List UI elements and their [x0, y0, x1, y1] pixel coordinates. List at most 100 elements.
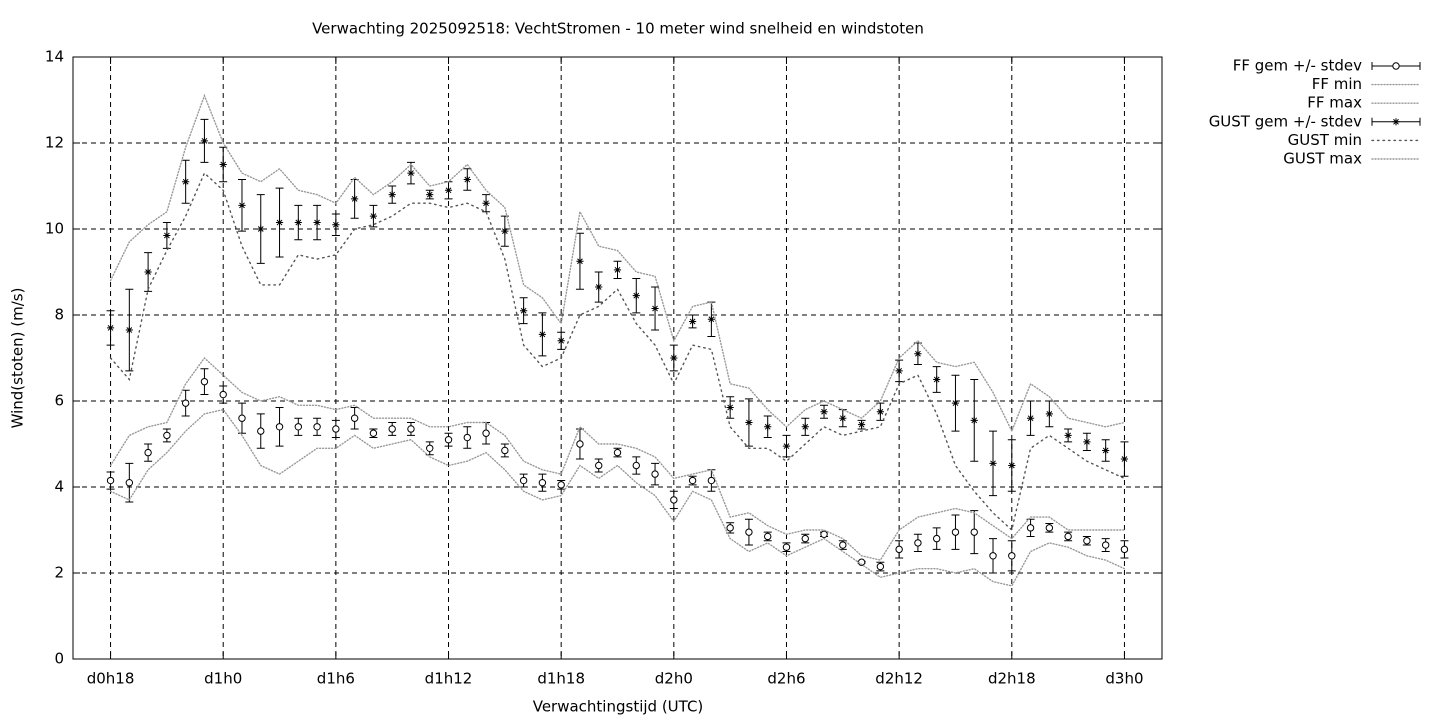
marker: [407, 169, 415, 177]
marker: [313, 218, 321, 227]
x-tick-label: d1h18: [537, 670, 585, 688]
x-axis-label: Verwachtingstijd (UTC): [533, 698, 704, 716]
marker: [163, 231, 171, 240]
marker: [1392, 62, 1400, 70]
marker: [106, 324, 115, 332]
marker: [707, 315, 715, 323]
marker: [820, 530, 828, 538]
marker: [651, 304, 659, 313]
marker: [257, 427, 265, 435]
marker: [839, 414, 847, 422]
marker: [238, 414, 246, 422]
marker: [1083, 438, 1091, 446]
marker: [501, 227, 509, 235]
marker: [989, 552, 997, 560]
marker: [482, 429, 490, 437]
marker: [407, 425, 415, 433]
marker: [463, 433, 471, 442]
marker: [801, 534, 809, 543]
line: [109, 356, 1126, 561]
legend-label: FF max: [1307, 94, 1362, 112]
marker: [970, 416, 978, 424]
marker: [688, 476, 697, 485]
marker: [557, 337, 565, 345]
marker: [125, 479, 134, 487]
marker: [670, 496, 678, 504]
marker: [350, 414, 359, 422]
marker: [444, 436, 453, 444]
marker: [369, 429, 378, 437]
marker: [538, 330, 546, 338]
marker: [782, 442, 791, 450]
marker: [257, 225, 265, 233]
marker: [951, 528, 960, 536]
marker: [576, 440, 584, 448]
marker: [1064, 532, 1072, 541]
marker: [820, 408, 828, 416]
marker: [1045, 410, 1053, 418]
marker: [951, 399, 960, 407]
marker: [313, 423, 321, 431]
legend-label: GUST gem +/- stdev: [1209, 112, 1362, 130]
marker: [764, 423, 772, 431]
marker: [200, 377, 209, 386]
y-axis-label: Wind(stoten) (m/s): [9, 288, 27, 429]
x-tick-label: d2h6: [767, 670, 805, 688]
marker: [1045, 524, 1054, 532]
marker: [932, 534, 941, 543]
marker: [764, 532, 772, 541]
marker: [839, 541, 847, 549]
x-tick-label: d3h0: [1105, 670, 1143, 688]
marker: [651, 470, 659, 478]
marker: [501, 446, 509, 455]
marker: [351, 195, 359, 203]
marker: [463, 175, 471, 184]
marker: [275, 218, 284, 227]
marker: [1102, 446, 1110, 455]
marker: [144, 448, 152, 457]
marker: [181, 399, 190, 407]
x-tick-label: d2h18: [988, 670, 1036, 688]
y-tick-label: 6: [54, 392, 64, 410]
y-tick-label: 0: [54, 650, 64, 668]
marker: [520, 307, 528, 315]
marker: [332, 425, 340, 433]
marker: [369, 212, 378, 220]
marker: [595, 283, 603, 291]
y-tick-label: 10: [45, 220, 64, 238]
marker: [557, 481, 565, 489]
marker: [1064, 431, 1072, 439]
marker: [876, 408, 884, 416]
marker: [745, 528, 753, 536]
y-tick-label: 14: [45, 48, 64, 66]
marker: [933, 375, 941, 384]
chart-title: Verwachting 2025092518: VechtStromen - 1…: [312, 20, 924, 38]
marker: [219, 160, 227, 169]
x-tick-label: d1h0: [204, 670, 242, 688]
marker: [782, 543, 791, 551]
marker: [219, 390, 227, 399]
marker: [388, 191, 396, 199]
marker: [595, 461, 603, 470]
marker: [707, 476, 716, 485]
line: [109, 171, 1126, 532]
marker: [745, 418, 753, 427]
x-tick-label: d1h6: [317, 670, 355, 688]
marker: [632, 292, 640, 300]
marker: [519, 476, 528, 485]
marker: [632, 461, 640, 470]
marker: [125, 326, 133, 334]
y-tick-label: 4: [54, 478, 64, 496]
marker: [200, 137, 209, 145]
marker: [726, 403, 734, 412]
y-tick-label: 12: [45, 134, 64, 152]
marker: [989, 459, 997, 467]
line: [109, 93, 1126, 433]
marker: [1008, 461, 1016, 470]
marker: [914, 539, 922, 547]
x-tick-label: d2h12: [875, 670, 923, 688]
y-tick-label: 8: [54, 306, 64, 324]
marker: [876, 562, 885, 571]
marker: [332, 221, 340, 229]
